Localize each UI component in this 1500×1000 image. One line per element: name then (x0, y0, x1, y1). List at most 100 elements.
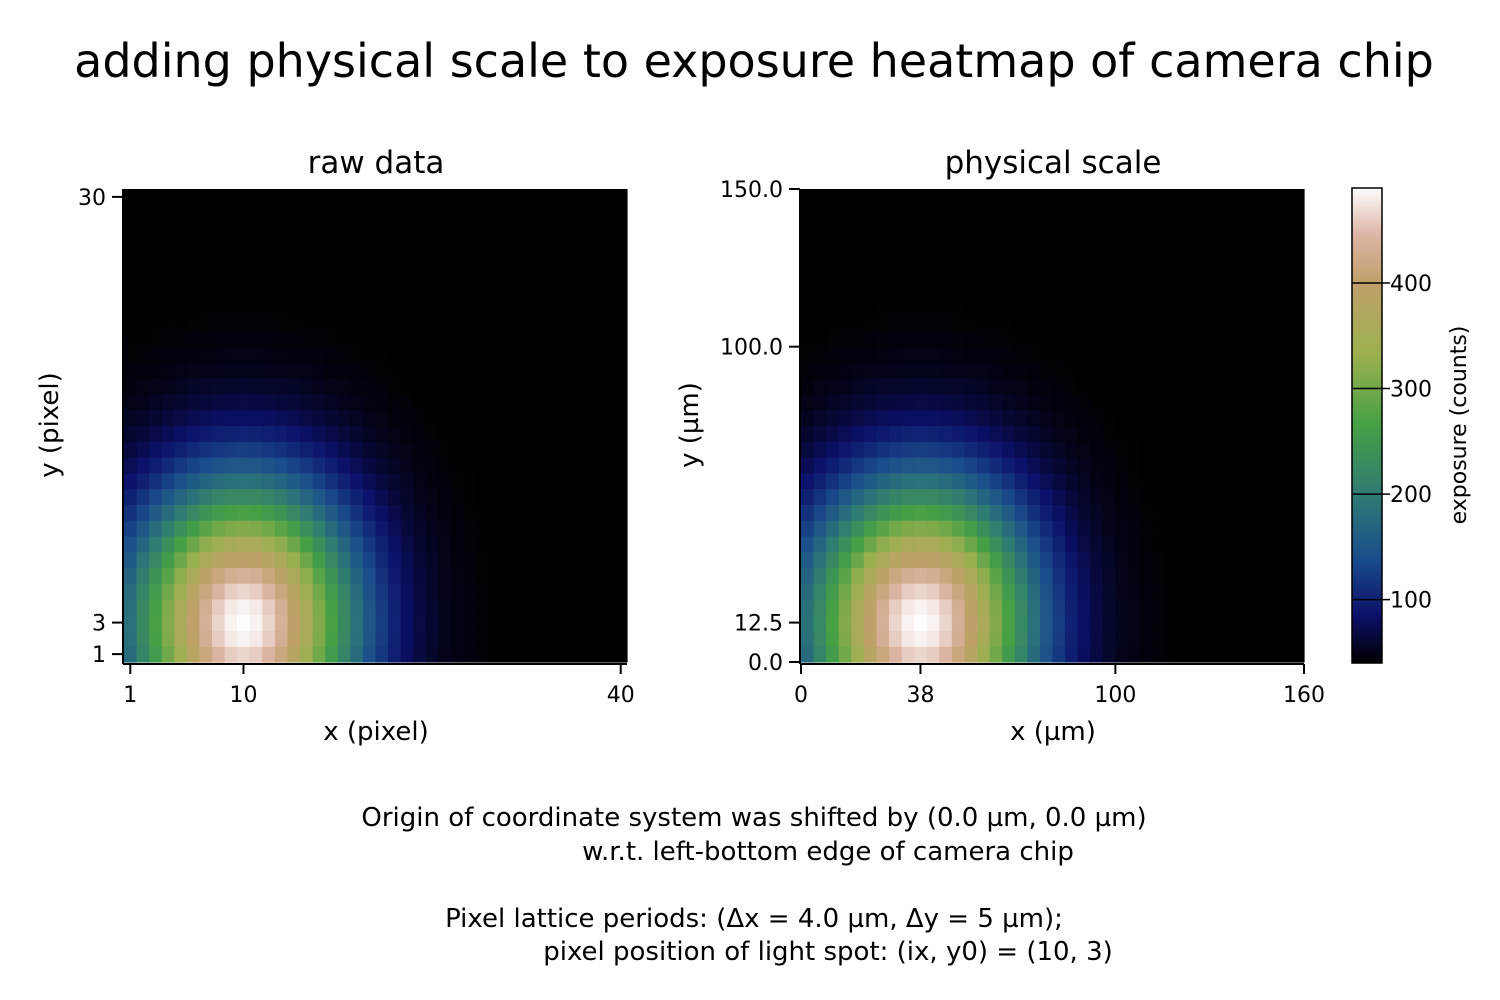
heatmap-cell (863, 283, 878, 300)
heatmap-cell (149, 315, 163, 332)
heatmap-cell (1127, 488, 1142, 505)
heatmap-cell (450, 409, 465, 427)
heatmap-cell (425, 457, 439, 474)
heatmap-cell (1065, 646, 1079, 663)
heatmap-cell (438, 457, 452, 474)
heatmap-cell (249, 346, 263, 364)
heatmap-cell (1052, 504, 1066, 521)
heatmap-cell (237, 220, 251, 237)
heatmap-cell (174, 252, 188, 269)
heatmap-cell (199, 472, 213, 490)
heatmap-cell (287, 441, 301, 458)
heatmap-cell (939, 551, 953, 568)
heatmap-cell (287, 535, 301, 553)
heatmap-cell (199, 488, 213, 505)
heatmap-cell (149, 457, 163, 474)
heatmap-cell (1115, 362, 1129, 379)
heatmap-cell (413, 535, 427, 553)
heatmap-cell (1228, 457, 1242, 474)
heatmap-cell (501, 346, 515, 364)
heatmap-cell (851, 236, 865, 253)
heatmap-cell (1178, 441, 1192, 458)
heatmap-cell (826, 535, 840, 553)
heatmap-cell (589, 252, 603, 269)
heatmap-cell (977, 504, 991, 521)
heatmap-cell (576, 220, 590, 237)
heatmap-cell (1266, 204, 1280, 222)
heatmap-cell (1127, 457, 1142, 474)
heatmap-cell (876, 646, 890, 663)
heatmap-cell (413, 598, 427, 616)
heatmap-cell (124, 236, 138, 253)
heatmap-cell (964, 330, 978, 348)
heatmap-cell (425, 488, 439, 505)
heatmap-cell (237, 409, 251, 427)
heatmap-cell (199, 346, 213, 364)
heatmap-cell (425, 630, 439, 647)
heatmap-cell (262, 646, 276, 663)
heatmap-cell (488, 362, 502, 379)
heatmap-cell (876, 378, 890, 395)
heatmap-cell (501, 393, 515, 411)
heatmap-cell (1228, 378, 1242, 395)
heatmap-cell (224, 551, 238, 568)
heatmap-cell (425, 551, 439, 568)
heatmap-cell (589, 220, 603, 237)
heatmap-cell (174, 567, 188, 584)
heatmap-cell (450, 614, 465, 632)
heatmap-cell (564, 614, 578, 632)
heatmap-cell (388, 646, 402, 663)
heatmap-cell (212, 457, 226, 474)
heatmap-cell (287, 630, 301, 647)
heatmap-cell (863, 346, 878, 364)
heatmap-cell (564, 551, 578, 568)
heatmap-cell (212, 551, 226, 568)
heatmap-cell (300, 267, 314, 285)
heatmap-cell (1241, 425, 1255, 442)
heatmap-cell (501, 299, 515, 316)
heatmap-cell (149, 267, 163, 285)
heatmap-cell (237, 472, 251, 490)
heatmap-cell (413, 425, 427, 442)
heatmap-cell (1203, 267, 1217, 285)
heatmap-cell (438, 393, 452, 411)
heatmap-cell (350, 346, 364, 364)
heatmap-cell (325, 598, 339, 616)
heatmap-cell (964, 425, 978, 442)
heatmap-cell (1291, 551, 1305, 568)
heatmap-cell (863, 583, 878, 600)
heatmap-cell (1178, 299, 1192, 316)
heatmap-cell (212, 630, 226, 647)
heatmap-cell (199, 646, 213, 663)
heatmap-cell (325, 315, 339, 332)
heatmap-cell (614, 598, 628, 616)
heatmap-cell (964, 283, 978, 300)
heatmap-cell (199, 378, 213, 395)
heatmap-cell (838, 409, 852, 427)
heatmap-cell (1190, 598, 1205, 616)
heatmap-cell (513, 598, 528, 616)
heatmap-cell (1178, 567, 1192, 584)
heatmap-cell (1102, 346, 1116, 364)
heatmap-cell (939, 378, 953, 395)
heatmap-cell (876, 567, 890, 584)
heatmap-cell (476, 646, 490, 663)
heatmap-cell (212, 220, 226, 237)
heatmap-cell (801, 567, 815, 584)
heatmap-cell (224, 425, 238, 442)
heatmap-cell (337, 362, 351, 379)
heatmap-cell (337, 299, 351, 316)
heatmap-cell (1266, 346, 1280, 364)
heatmap-cell (977, 315, 991, 332)
heatmap-cell (199, 535, 213, 553)
heatmap-cell (939, 567, 953, 584)
heatmap-cell (601, 299, 616, 316)
heatmap-cell (337, 598, 351, 616)
heatmap-cell (1090, 252, 1104, 269)
heatmap-cell (813, 346, 827, 364)
heatmap-cell (249, 614, 263, 632)
heatmap-cell (362, 378, 377, 395)
heatmap-cell (989, 236, 1003, 253)
heatmap-cell (337, 267, 351, 285)
heatmap-cell (400, 220, 414, 237)
